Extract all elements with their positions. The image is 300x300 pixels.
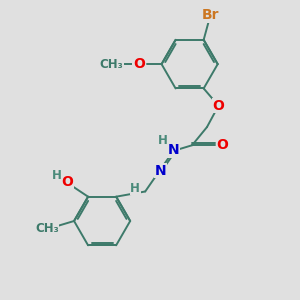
Text: CH₃: CH₃ xyxy=(35,222,59,235)
Text: O: O xyxy=(217,138,228,152)
Text: O: O xyxy=(62,175,74,189)
Text: H: H xyxy=(52,169,62,182)
Text: CH₃: CH₃ xyxy=(100,58,123,70)
Text: O: O xyxy=(133,57,145,71)
Text: N: N xyxy=(168,143,180,157)
Text: O: O xyxy=(213,99,224,112)
Text: Br: Br xyxy=(202,8,220,22)
Text: H: H xyxy=(158,134,167,148)
Text: H: H xyxy=(130,182,140,195)
Text: N: N xyxy=(154,164,166,178)
